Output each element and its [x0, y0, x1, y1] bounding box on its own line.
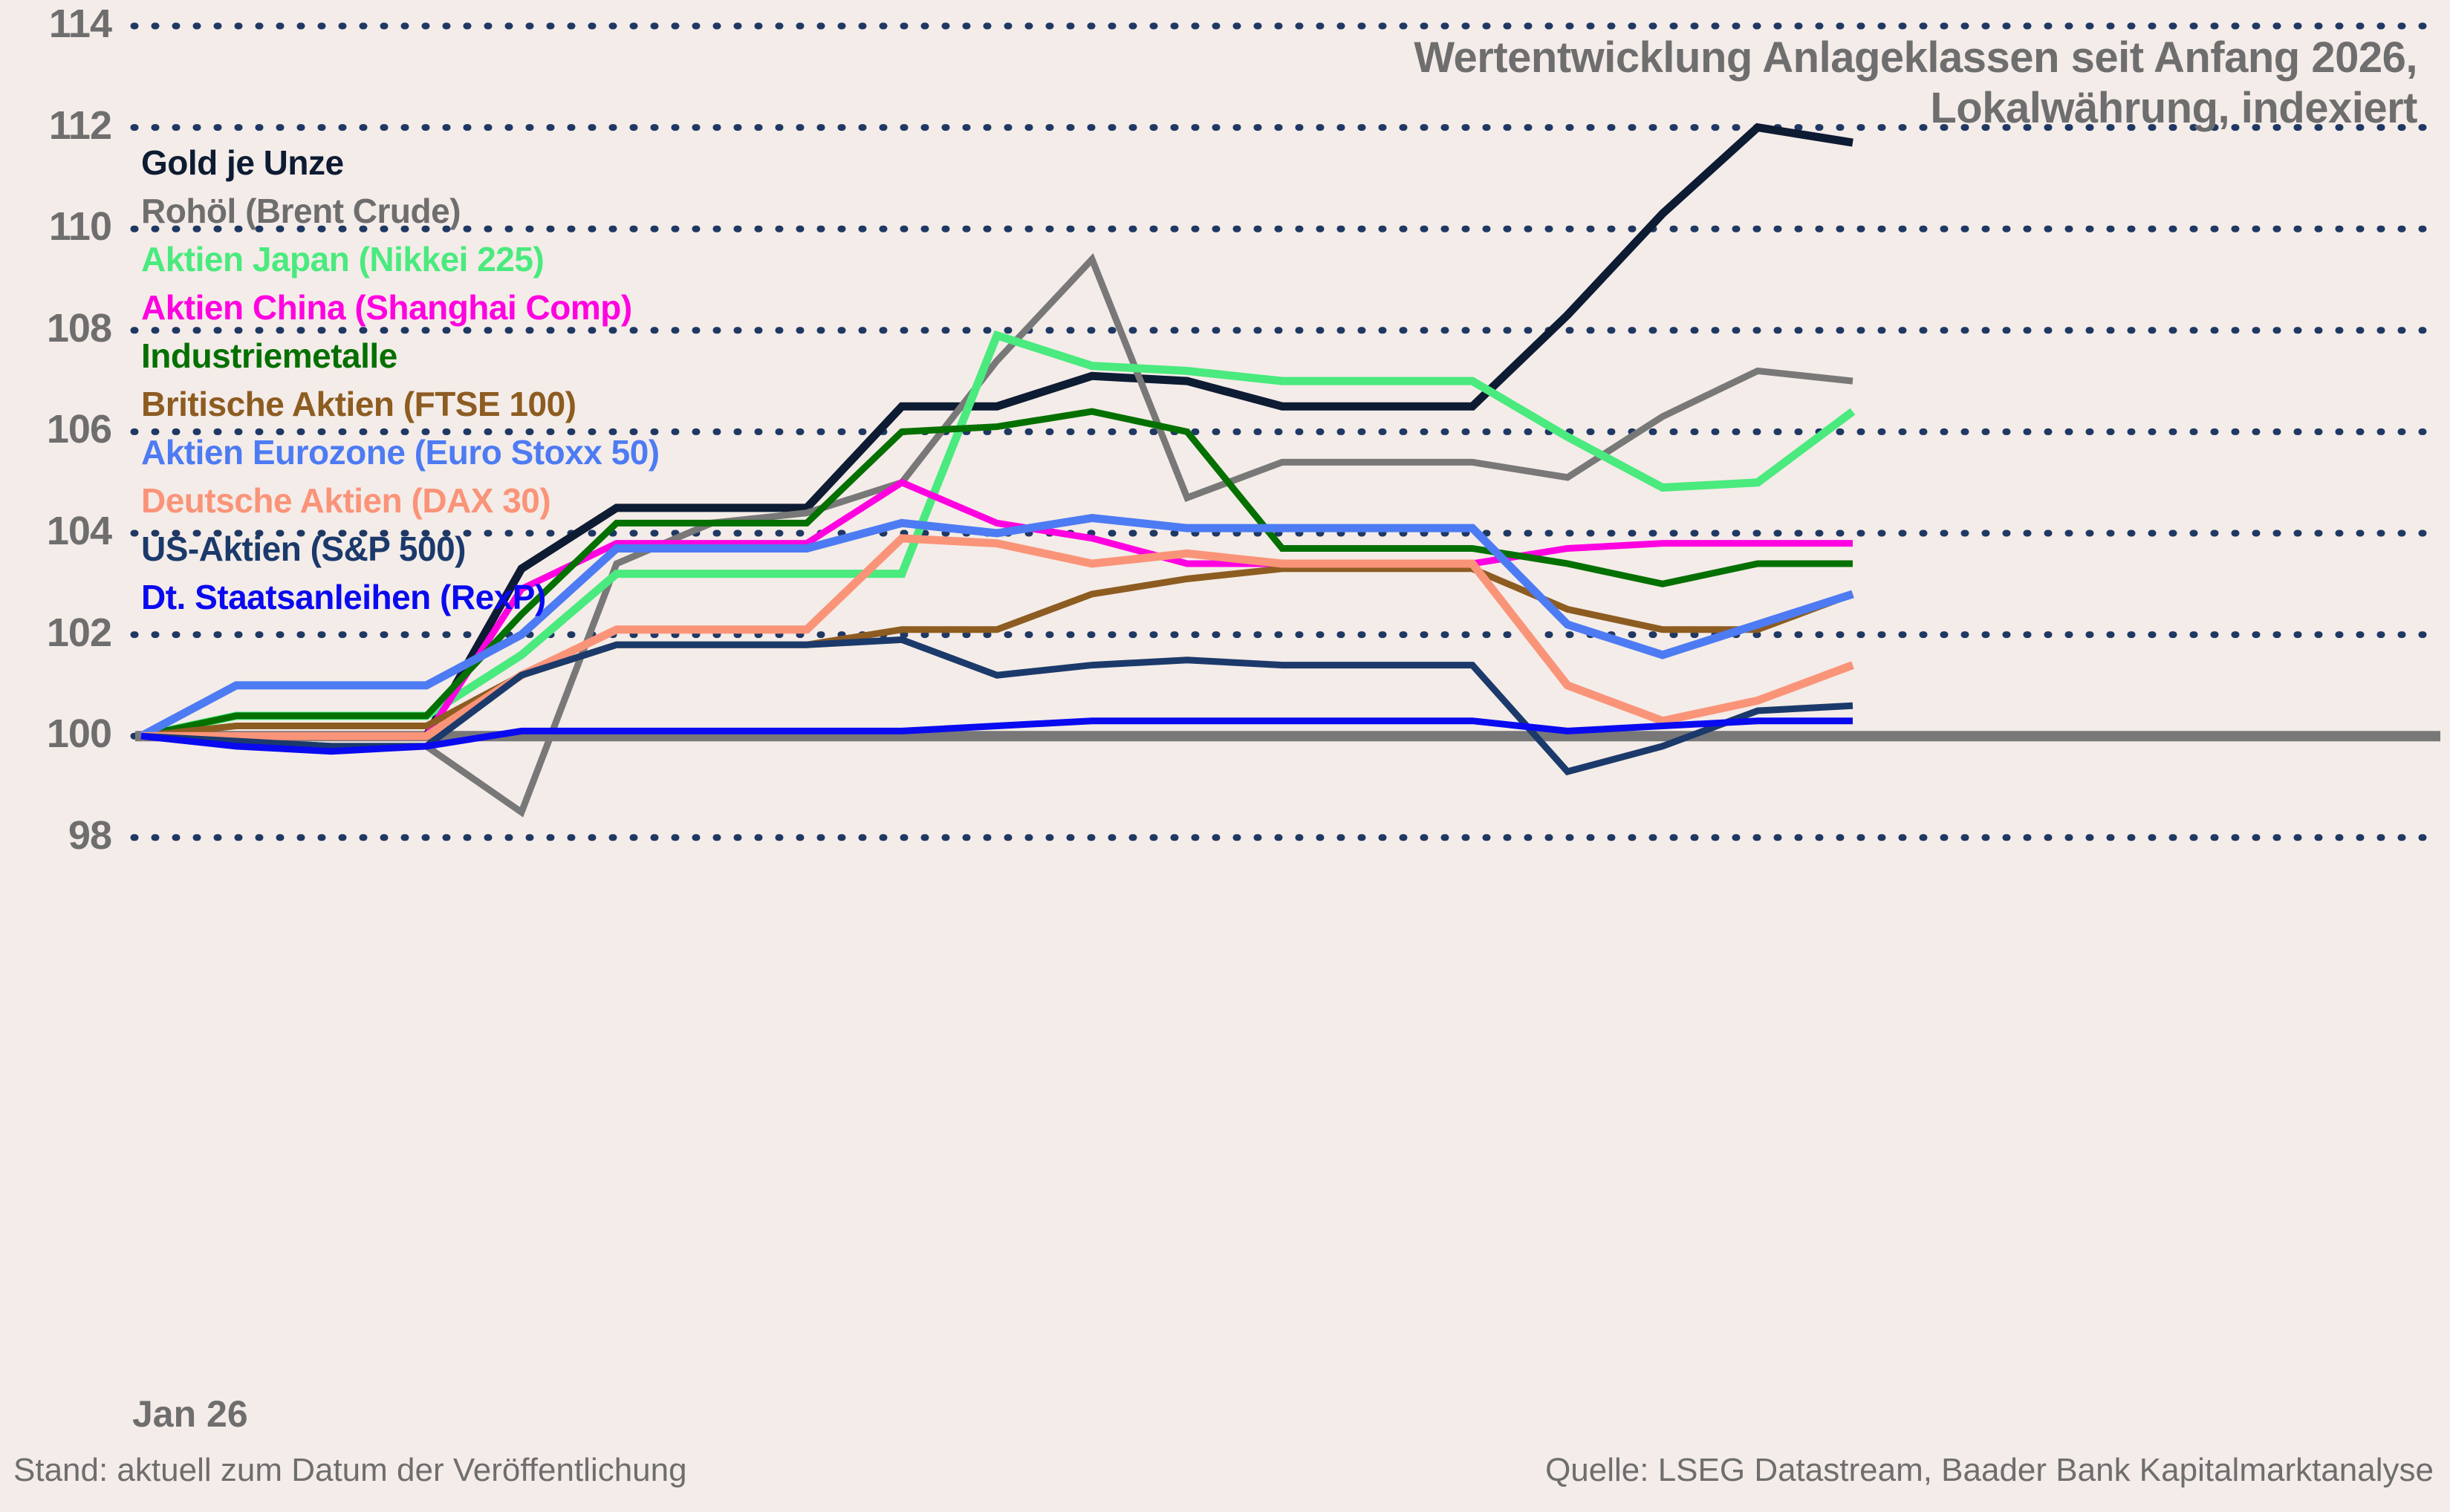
- y-tick-114: 114: [48, 1, 112, 46]
- y-tick-106: 106: [46, 407, 112, 452]
- legend-item-1[interactable]: Rohöl (Brent Crude): [141, 192, 461, 230]
- y-tick-110: 110: [48, 204, 112, 250]
- y-tick-104: 104: [46, 509, 112, 553]
- chart-title-line2: Lokalwährung, indexiert: [1930, 84, 2417, 133]
- chart-title: Wertentwicklung Anlageklassen seit Anfan…: [1414, 33, 2417, 134]
- footnote-source: Quelle: LSEG Datastream, Baader Bank Kap…: [1545, 1452, 2434, 1488]
- footnote-status: Stand: aktuell zum Datum der Veröffentli…: [13, 1452, 687, 1488]
- x-axis-label-jan26: Jan 26: [132, 1393, 248, 1435]
- legend-item-3[interactable]: Aktien China (Shanghai Comp): [141, 288, 632, 327]
- legend-item-5[interactable]: Britische Aktien (FTSE 100): [141, 385, 576, 423]
- legend-item-0[interactable]: Gold je Unze: [141, 143, 344, 182]
- series-line-4: [140, 408, 1853, 740]
- legend-item-6[interactable]: Aktien Eurozone (Euro Stoxx 50): [141, 433, 660, 472]
- series-line-8: [140, 636, 1853, 776]
- y-tick-98: 98: [68, 812, 112, 858]
- y-tick-112: 112: [48, 102, 112, 148]
- series-line-5: [140, 565, 1854, 740]
- legend: Gold je Unze Rohöl (Brent Crude) Aktien Ja…: [141, 146, 660, 628]
- legend-item-9[interactable]: Dt. Staatsanleihen (RexP): [141, 578, 546, 616]
- chart-title-line1: Wertentwicklung Anlageklassen seit Anfan…: [1414, 33, 2417, 82]
- series-lines: [139, 123, 1856, 818]
- legend-item-2[interactable]: Aktien Japan (Nikkei 225): [141, 240, 545, 278]
- y-tick-100: 100: [46, 711, 112, 757]
- series-line-6: [139, 513, 1854, 740]
- series-line-9: [140, 717, 1853, 755]
- series-line-7: [141, 534, 1854, 740]
- y-tick-102: 102: [46, 610, 112, 655]
- legend-item-8[interactable]: US-Aktien (S&P 500): [141, 529, 467, 568]
- legend-item-4[interactable]: Industriemetalle: [141, 336, 397, 375]
- y-tick-108: 108: [46, 305, 112, 351]
- legend-item-7[interactable]: Deutsche Aktien (DAX 30): [141, 481, 551, 520]
